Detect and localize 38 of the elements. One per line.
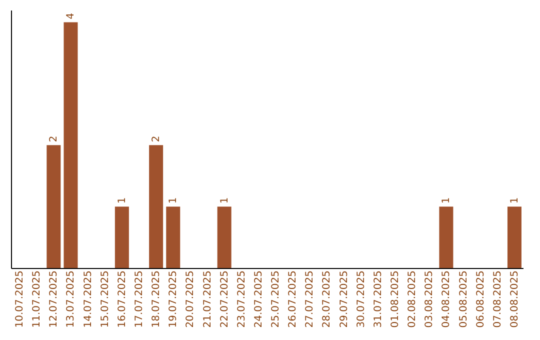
x-tick-label: 25.07.2025	[270, 270, 282, 328]
x-tick-label: 21.07.2025	[202, 270, 214, 328]
x-tick-label: 19.07.2025	[168, 270, 180, 328]
x-tick-label: 13.07.2025	[66, 270, 77, 328]
x-tick-label: 23.07.2025	[236, 270, 248, 328]
x-tick-label: 06.08.2025	[475, 270, 486, 328]
x-tick-label: 15.07.2025	[100, 270, 111, 328]
x-tick-label: 31.07.2025	[372, 270, 384, 328]
x-tick-label: 11.07.2025	[32, 270, 43, 328]
data-label: 1	[219, 197, 230, 204]
x-tick-label: 03.08.2025	[424, 270, 436, 328]
x-tick-label: 26.07.2025	[288, 270, 299, 328]
x-tick-label: 04.08.2025	[441, 270, 452, 328]
x-tick-label: 14.07.2025	[82, 270, 94, 328]
x-tick-label: 28.07.2025	[322, 270, 333, 328]
x-tick-label: 29.07.2025	[338, 270, 350, 328]
data-label: 1	[441, 197, 452, 204]
x-tick-label: 12.07.2025	[48, 270, 60, 328]
x-tick-label: 30.07.2025	[356, 270, 367, 328]
x-tick-label: 20.07.2025	[185, 270, 196, 328]
data-label: 2	[48, 136, 60, 142]
data-label: 1	[509, 197, 520, 204]
x-tick-label: 18.07.2025	[151, 270, 162, 328]
x-tick-label: 17.07.2025	[134, 270, 145, 328]
x-tick-label: 22.07.2025	[219, 270, 230, 328]
x-tick-label: 07.08.2025	[492, 270, 504, 328]
x-tick-label: 05.08.2025	[458, 270, 470, 328]
x-tick-label: 10.07.2025	[14, 270, 26, 328]
data-label: 1	[116, 197, 128, 204]
x-tick-label: 01.08.2025	[390, 270, 401, 328]
data-label: 2	[151, 136, 162, 142]
x-tick-label: 24.07.2025	[253, 270, 264, 328]
x-tick-label: 08.08.2025	[509, 270, 520, 328]
data-label: 4	[66, 12, 77, 20]
data-label: 1	[168, 197, 180, 204]
x-tick-label: 02.08.2025	[407, 270, 418, 328]
x-tick-label: 16.07.2025	[116, 270, 128, 328]
x-tick-label: 27.07.2025	[304, 270, 316, 328]
